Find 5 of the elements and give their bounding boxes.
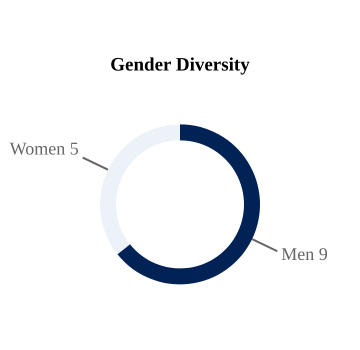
- slice-label: Women: [10, 138, 66, 158]
- data-label: 5: [70, 138, 79, 158]
- data-label: 9: [318, 244, 328, 264]
- chart-title: Gender Diversity: [110, 54, 250, 76]
- slice-label: Men: [281, 244, 314, 264]
